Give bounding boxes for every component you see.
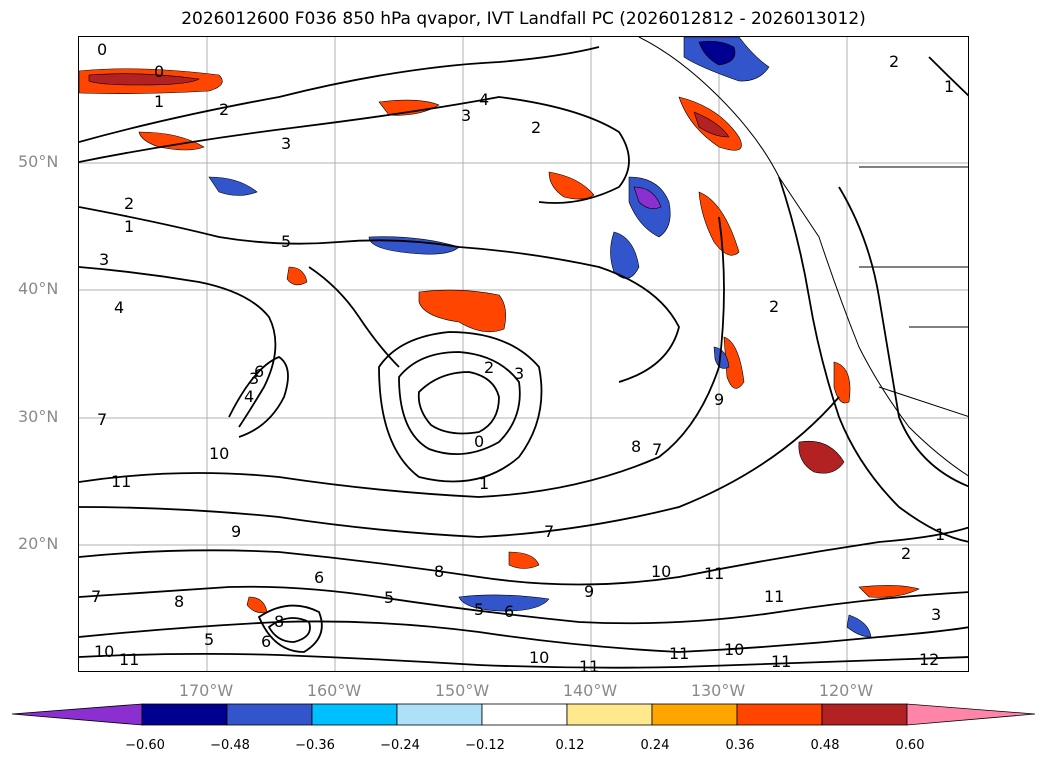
colorbar-segment (481, 703, 568, 726)
colorbar-segment (226, 703, 313, 726)
lon-label: 160°W (306, 681, 362, 700)
contour-label: 3 (514, 364, 524, 383)
contour-label: 11 (704, 564, 724, 583)
contour-label: 5 (384, 588, 394, 607)
contour-label: 2 (484, 358, 494, 377)
contour-label: 11 (764, 587, 784, 606)
colorbar-segment (311, 703, 398, 726)
contour-label: 10 (724, 640, 744, 659)
map-panel: 0 0 1 2 3 4 3 2 2 1 2 1 3 4 5 6 7 8 9 10… (78, 36, 969, 672)
contour-label: 0 (474, 432, 484, 451)
lat-label: 20°N (18, 534, 59, 553)
contour-label: 11 (669, 644, 689, 663)
colorbar-segment (566, 703, 653, 726)
colorbar-tick: 0.60 (895, 738, 925, 753)
contour-label: 1 (154, 92, 164, 111)
colorbar-segment (141, 703, 228, 726)
contour-label: 10 (94, 642, 114, 661)
contour-lines (79, 46, 968, 669)
contour-label: 7 (544, 522, 554, 541)
lon-label: 150°W (434, 681, 490, 700)
colorbar-segment (651, 703, 738, 726)
contour-label: 11 (119, 650, 139, 669)
contour-label: 8 (274, 612, 284, 631)
contour-label: 1 (479, 474, 489, 493)
lon-label: 130°W (690, 681, 746, 700)
contour-label: 1 (944, 77, 954, 96)
map-canvas: 0 0 1 2 3 4 3 2 2 1 2 1 3 4 5 6 7 8 9 10… (79, 37, 968, 672)
contour-label: 2 (889, 52, 899, 71)
colorbar-tick: −0.60 (125, 738, 165, 753)
coastline (638, 37, 968, 477)
contour-label: 2 (124, 194, 134, 213)
contour-label: 4 (479, 90, 489, 109)
contour-label-group: 0 0 1 2 3 4 3 2 2 1 2 1 3 4 5 6 7 8 9 10… (91, 40, 954, 672)
contour-label: 11 (111, 472, 131, 491)
contour-label: 5 (204, 630, 214, 649)
contour-label: 2 (769, 297, 779, 316)
contour-label: 3 (99, 250, 109, 269)
contour-label: 10 (651, 562, 671, 581)
colorbar-segment (736, 703, 823, 726)
colorbar-segment (821, 703, 908, 726)
contour-label: 3 (281, 134, 291, 153)
contour-label: 6 (504, 602, 514, 621)
chart-title: 2026012600 F036 850 hPa qvapor, IVT Land… (181, 9, 866, 29)
contour-label: 11 (771, 652, 791, 671)
contour-label: 9 (231, 522, 241, 541)
lat-label: 50°N (18, 152, 59, 171)
contour-label: 4 (244, 387, 254, 406)
contour-label: 7 (97, 410, 107, 429)
colorbar-tick: 0.24 (640, 738, 670, 753)
contour-label: 9 (584, 582, 594, 601)
colorbar-tick: −0.24 (380, 738, 420, 753)
contour-label: 6 (314, 568, 324, 587)
lat-label: 30°N (18, 407, 59, 426)
colorbar-tick: −0.12 (465, 738, 505, 753)
colorbar-tick: 0.36 (725, 738, 755, 753)
contour-label: 5 (281, 232, 291, 251)
colorbar-tick: −0.48 (210, 738, 250, 753)
colorbar-extend-high (906, 703, 1036, 726)
contour-label: 3 (931, 605, 941, 624)
colorbar (11, 703, 1036, 726)
colorbar-tick: 0.48 (810, 738, 840, 753)
contour-label: 2 (219, 100, 229, 119)
contour-label: 10 (529, 648, 549, 667)
contour-label: 1 (124, 217, 134, 236)
colorbar-tick: 0.12 (555, 738, 585, 753)
contour-label: 12 (919, 650, 939, 669)
shaded-anomalies (79, 37, 920, 638)
colorbar-tick: −0.36 (295, 738, 335, 753)
contour-label: 0 (97, 40, 107, 59)
contour-label: 9 (714, 390, 724, 409)
contour-label: 6 (254, 362, 264, 381)
contour-label: 2 (531, 118, 541, 137)
contour-label: 11 (579, 657, 599, 672)
contour-label: 3 (249, 369, 259, 388)
contour-label: 8 (434, 562, 444, 581)
contour-label: 1 (935, 525, 945, 544)
contour-label: 4 (114, 298, 124, 317)
lat-label: 40°N (18, 279, 59, 298)
contour-label: 8 (631, 437, 641, 456)
lon-label: 120°W (818, 681, 874, 700)
contour-label: 10 (209, 444, 229, 463)
contour-label: 2 (901, 544, 911, 563)
lon-label: 140°W (562, 681, 618, 700)
contour-label: 3 (461, 106, 471, 125)
colorbar-segment (396, 703, 483, 726)
contour-label: 7 (652, 440, 662, 459)
colorbar-extend-low (11, 703, 143, 726)
contour-label: 5 (474, 600, 484, 619)
contour-label: 7 (91, 587, 101, 606)
gridlines (79, 37, 968, 671)
lon-label: 170°W (178, 681, 234, 700)
contour-label: 6 (261, 632, 271, 651)
contour-label: 8 (174, 592, 184, 611)
contour-label: 0 (154, 62, 164, 81)
